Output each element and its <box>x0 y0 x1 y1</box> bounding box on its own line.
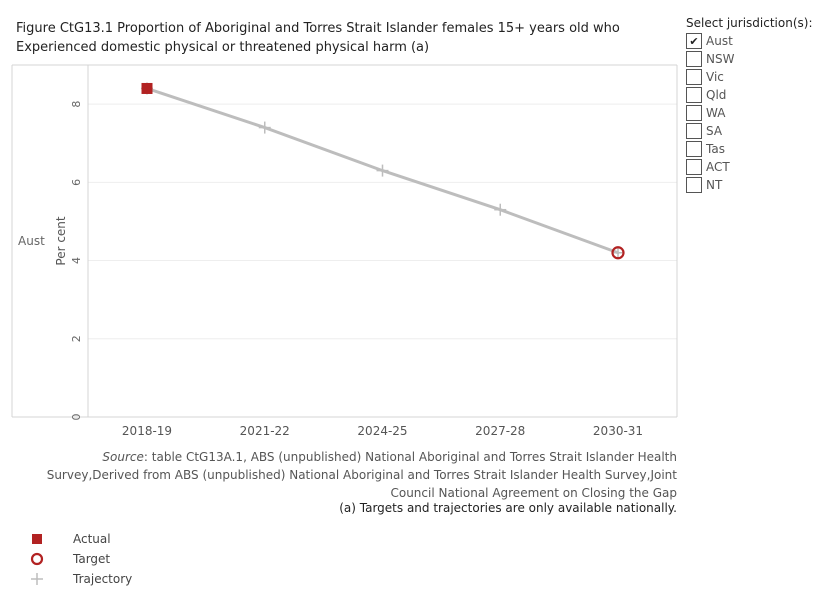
jurisdiction-label: Aust <box>706 34 733 48</box>
jurisdiction-label: Vic <box>706 70 724 84</box>
legend-item-target: Target <box>26 549 132 569</box>
y-tick-label: 4 <box>70 257 83 264</box>
jurisdiction-checkbox[interactable] <box>686 177 702 193</box>
jurisdiction-checkbox[interactable] <box>686 159 702 175</box>
trajectory-point <box>494 203 507 216</box>
jurisdiction-label: WA <box>706 106 726 120</box>
row-label: Aust <box>18 234 45 248</box>
jurisdiction-option-qld[interactable]: Qld <box>686 86 816 104</box>
circle-icon <box>26 549 48 569</box>
jurisdiction-label: NSW <box>706 52 735 66</box>
jurisdiction-option-vic[interactable]: Vic <box>686 68 816 86</box>
jurisdiction-checkbox[interactable] <box>686 123 702 139</box>
x-tick-label: 2027-28 <box>475 424 525 438</box>
trajectory-point <box>376 164 389 177</box>
legend-label: Actual <box>73 532 111 546</box>
source-text: : table CtG13A.1, ABS (unpublished) Nati… <box>46 450 677 500</box>
jurisdiction-checkbox[interactable] <box>686 51 702 67</box>
y-tick-label: 0 <box>70 414 83 421</box>
y-axis-title: Per cent <box>54 216 68 266</box>
x-tick-label: 2021-22 <box>240 424 290 438</box>
legend-label: Trajectory <box>73 572 133 586</box>
jurisdiction-filter-heading: Select jurisdiction(s): <box>686 16 813 30</box>
jurisdiction-checkbox[interactable] <box>686 141 702 157</box>
jurisdiction-option-nt[interactable]: NT <box>686 176 816 194</box>
trajectory-point <box>612 246 624 259</box>
jurisdiction-checkbox[interactable] <box>686 69 702 85</box>
target-point <box>611 246 625 260</box>
source-note: Source: table CtG13A.1, ABS (unpublished… <box>12 448 677 502</box>
legend-item-actual: Actual <box>26 529 132 549</box>
jurisdiction-label: ACT <box>706 160 730 174</box>
jurisdiction-option-sa[interactable]: SA <box>686 122 816 140</box>
source-prefix: Source <box>102 450 144 464</box>
legend-item-trajectory: Trajectory <box>26 569 132 589</box>
jurisdiction-checkbox[interactable] <box>686 105 702 121</box>
jurisdiction-list: ✔ Aust NSW Vic Qld WA SA Tas ACT NT <box>686 32 816 194</box>
jurisdiction-label: Qld <box>706 88 727 102</box>
line-chart: 0 2 4 6 8 Per cent 2018-19 2021-22 2024-25 2027-2… <box>11 64 678 438</box>
footnote: (a) Targets and trajectories are only av… <box>339 501 677 515</box>
jurisdiction-option-wa[interactable]: WA <box>686 104 816 122</box>
jurisdiction-label: SA <box>706 124 723 138</box>
jurisdiction-label: Tas <box>706 142 725 156</box>
jurisdiction-label: NT <box>706 178 723 192</box>
jurisdiction-checkbox[interactable] <box>686 87 702 103</box>
x-tick-label: 2024-25 <box>357 424 407 438</box>
actual-point <box>141 82 153 94</box>
jurisdiction-option-tas[interactable]: Tas <box>686 140 816 158</box>
x-tick-label: 2018-19 <box>122 424 172 438</box>
chart-title: Figure CtG13.1 Proportion of Aboriginal … <box>16 21 620 55</box>
legend-label: Target <box>73 552 111 566</box>
square-icon <box>26 529 48 549</box>
legend: Actual Target Trajectory <box>26 529 132 589</box>
jurisdiction-checkbox[interactable]: ✔ <box>686 33 702 49</box>
y-tick-label: 2 <box>70 335 83 342</box>
x-tick-label: 2030-31 <box>593 424 643 438</box>
jurisdiction-option-aust[interactable]: ✔ Aust <box>686 32 816 50</box>
plus-icon <box>26 569 48 589</box>
jurisdiction-option-act[interactable]: ACT <box>686 158 816 176</box>
trajectory-point <box>258 121 271 134</box>
y-tick-label: 6 <box>70 179 83 186</box>
y-tick-label: 8 <box>70 101 83 108</box>
jurisdiction-option-nsw[interactable]: NSW <box>686 50 816 68</box>
jurisdiction-filter: Select jurisdiction(s): ✔ Aust NSW Vic Qld WA… <box>686 14 816 194</box>
